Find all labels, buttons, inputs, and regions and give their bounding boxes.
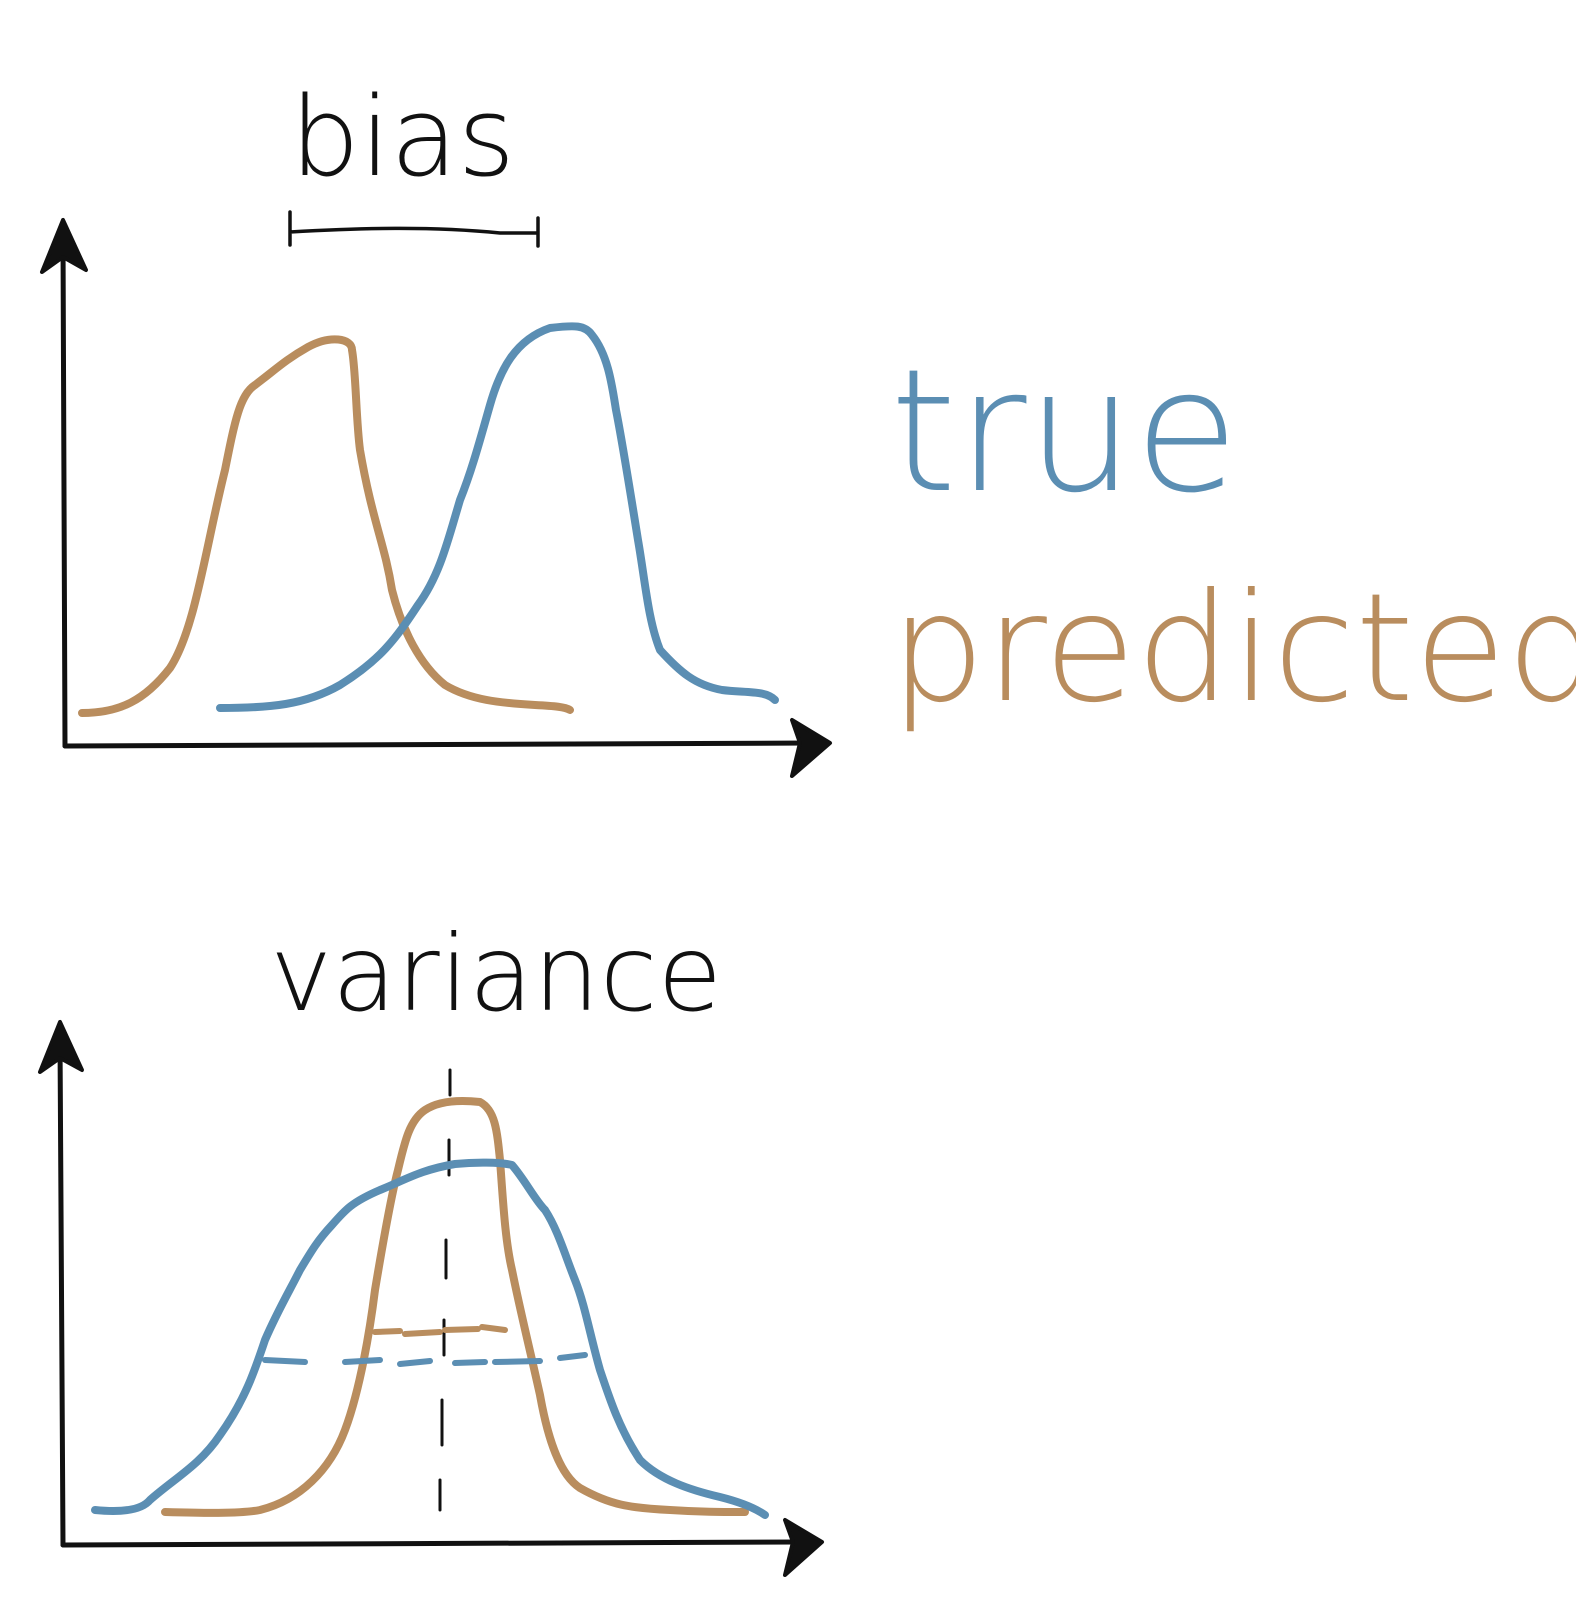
legend-true-label: true <box>890 333 1239 531</box>
variance-true-curve <box>91 1158 769 1519</box>
bias-predicted-curve <box>78 335 574 717</box>
variance-x-arrow-icon <box>783 1518 824 1577</box>
bias-x-arrow-icon <box>790 718 832 778</box>
variance-panel: variance <box>38 913 824 1577</box>
bias-title: bias <box>290 73 515 201</box>
bias-x-axis <box>62 740 813 749</box>
variance-predicted-spread-dashes <box>372 1324 508 1337</box>
variance-title: variance <box>270 913 722 1035</box>
variance-true-spread-dashes <box>262 1352 588 1367</box>
bias-y-axis <box>60 235 68 749</box>
variance-axes <box>57 1037 803 1548</box>
legend-predicted-label: predicted <box>890 562 1576 736</box>
variance-x-axis <box>60 1539 803 1548</box>
legend: true predicted <box>890 333 1576 736</box>
variance-predicted-curve <box>161 1097 749 1517</box>
variance-y-arrow-icon <box>38 1020 84 1074</box>
variance-center-dashed-line <box>438 1068 452 1512</box>
bias-panel: bias <box>40 73 832 778</box>
bias-true-curve <box>216 322 779 712</box>
variance-y-axis <box>57 1037 66 1548</box>
bias-bracket <box>288 210 540 248</box>
bias-y-arrow-icon <box>40 218 88 274</box>
bias-axes <box>60 235 813 749</box>
